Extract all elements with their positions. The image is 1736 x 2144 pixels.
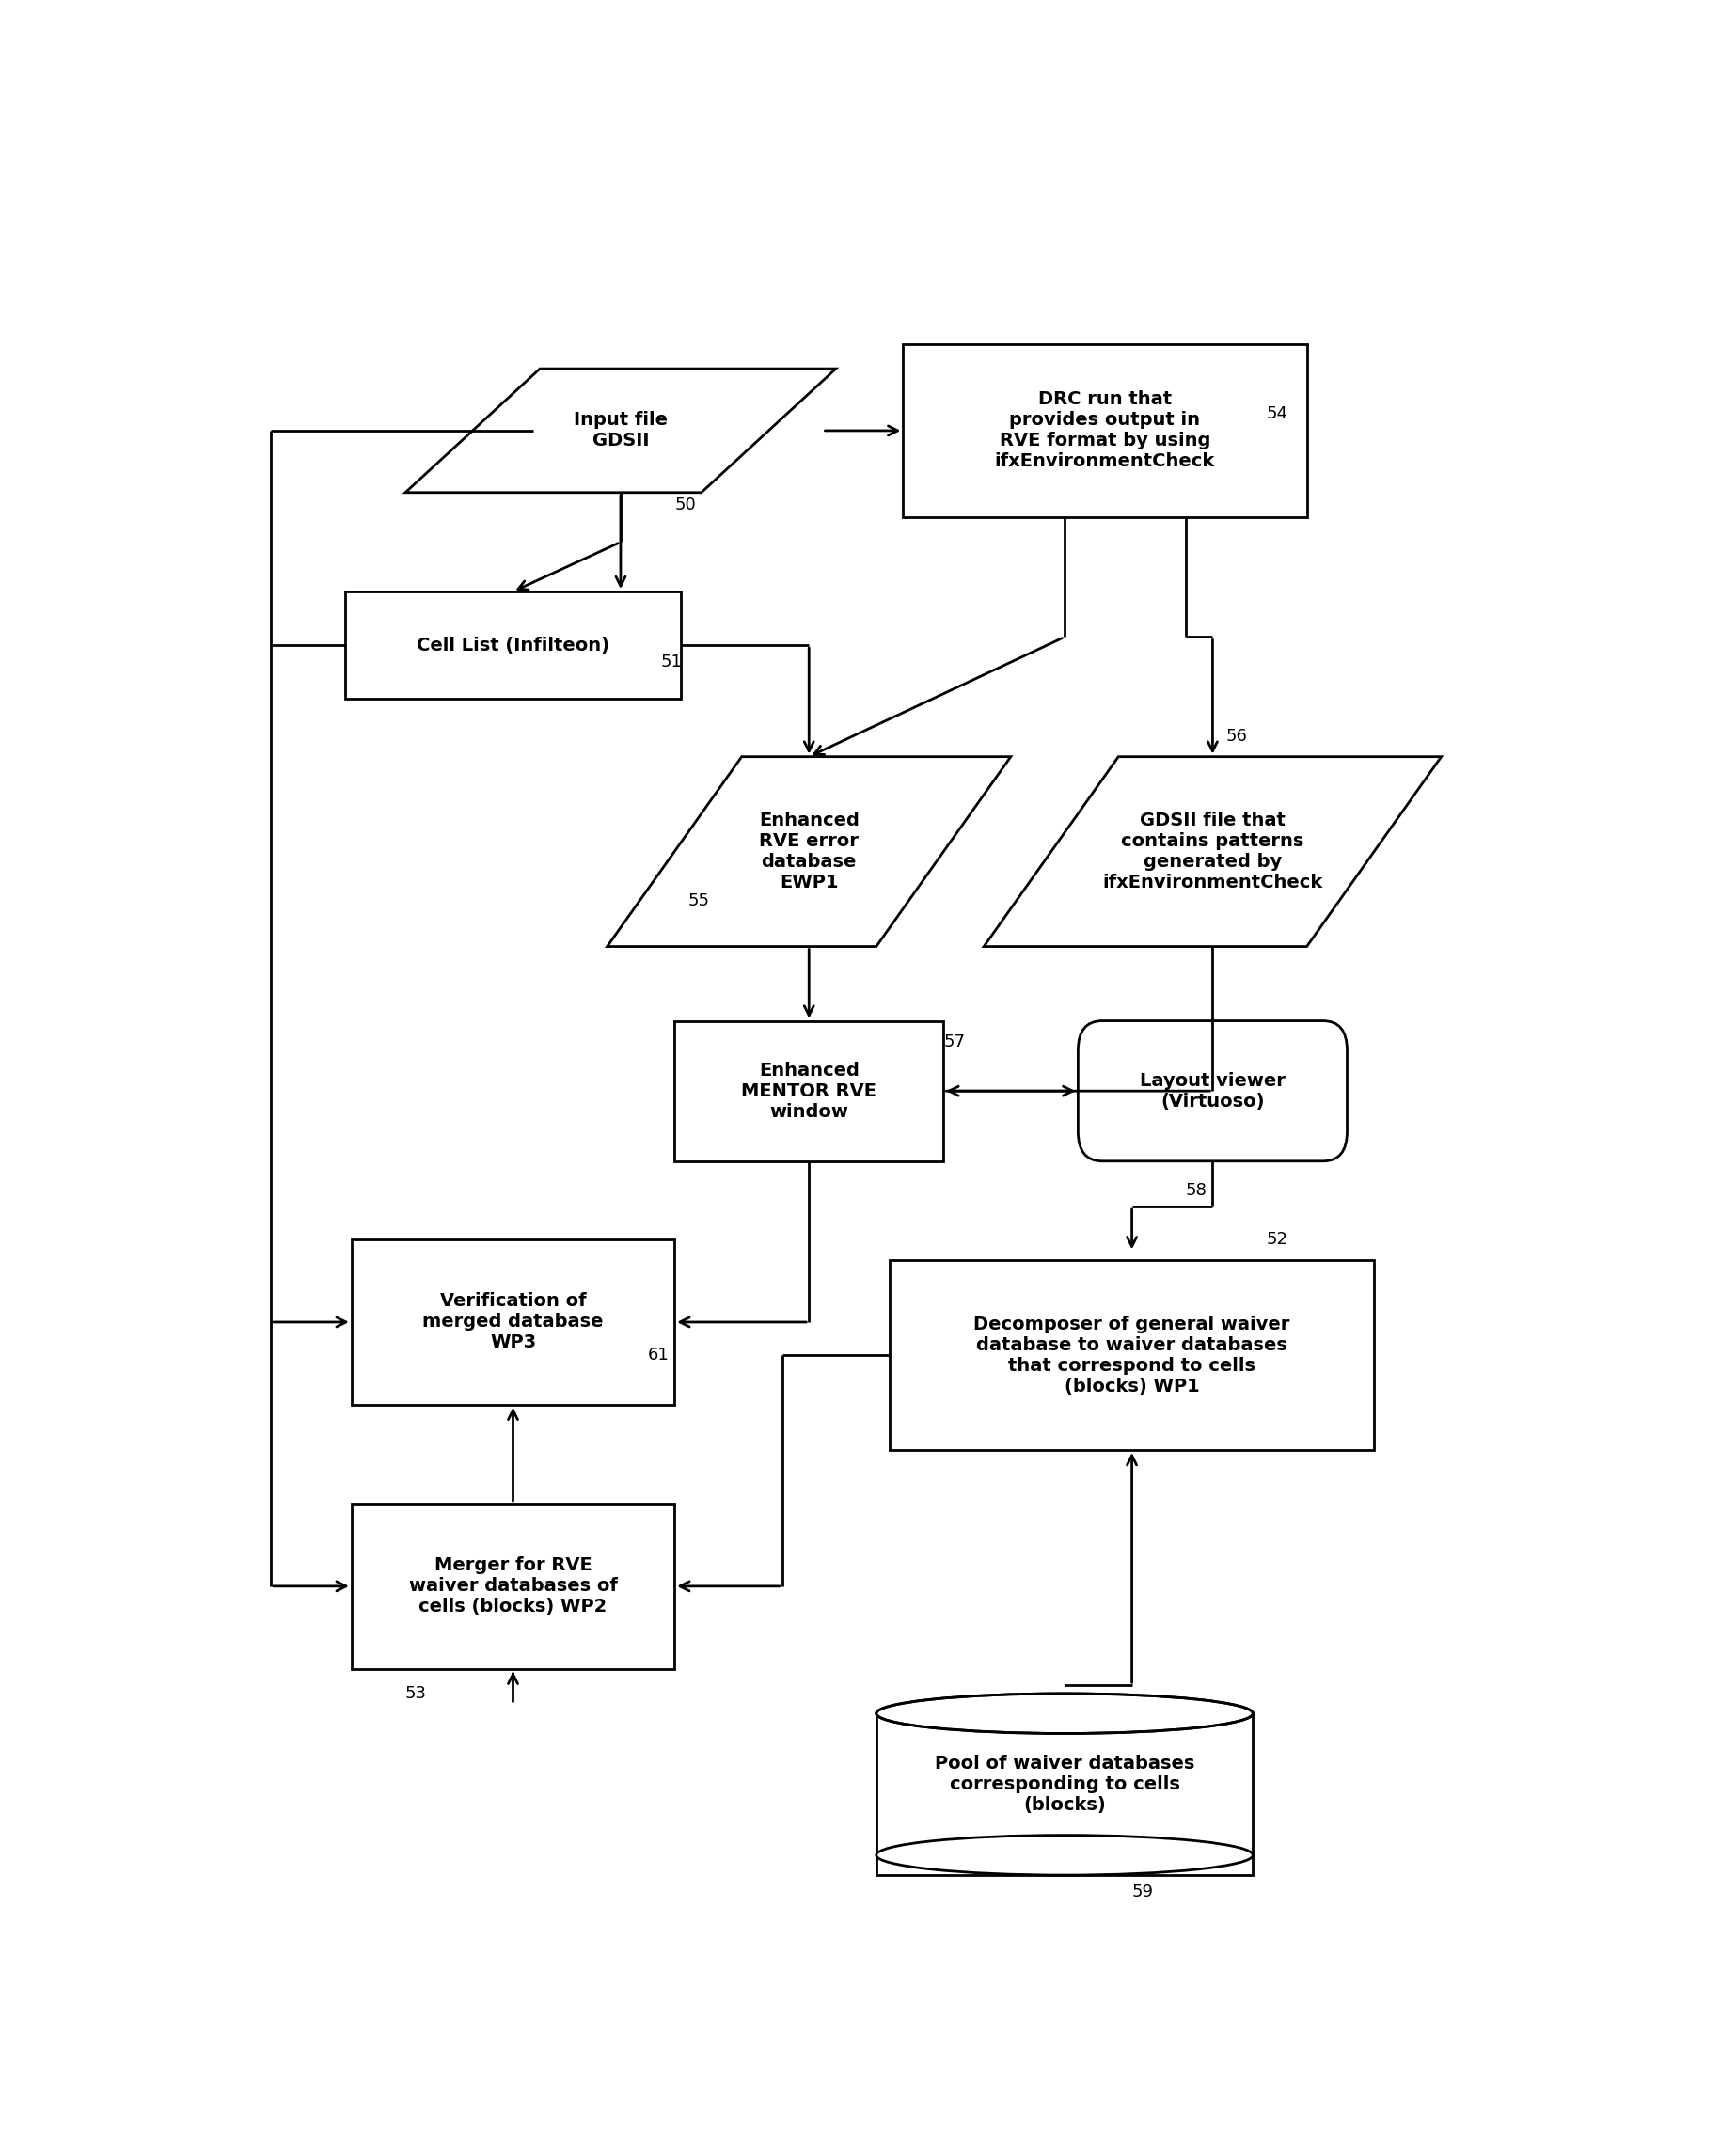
Bar [674, 1021, 944, 1162]
Ellipse shape [884, 1702, 1246, 1726]
Text: GDSII file that
contains patterns
generated by
ifxEnvironmentCheck: GDSII file that contains patterns genera… [1102, 813, 1323, 892]
Text: 51: 51 [661, 654, 682, 671]
Bar [351, 1503, 674, 1668]
Bar [351, 1239, 674, 1404]
Bar [903, 343, 1307, 517]
Text: 53: 53 [406, 1685, 427, 1702]
Bar [877, 1713, 1253, 1876]
Ellipse shape [877, 1694, 1253, 1734]
Bar [345, 592, 681, 699]
Ellipse shape [877, 1835, 1253, 1876]
Text: 56: 56 [1226, 727, 1248, 744]
FancyBboxPatch shape [1078, 1021, 1347, 1162]
Text: Verification of
merged database
WP3: Verification of merged database WP3 [422, 1293, 604, 1351]
Text: 59: 59 [1132, 1882, 1153, 1900]
Text: Enhanced
RVE error
database
EWP1: Enhanced RVE error database EWP1 [759, 813, 859, 892]
Text: Decomposer of general waiver
database to waiver databases
that correspond to cel: Decomposer of general waiver database to… [974, 1314, 1290, 1396]
Text: 50: 50 [674, 497, 696, 512]
Text: 58: 58 [1186, 1181, 1207, 1198]
Text: Cell List (Infilteon): Cell List (Infilteon) [417, 637, 609, 654]
Text: Merger for RVE
waiver databases of
cells (blocks) WP2: Merger for RVE waiver databases of cells… [408, 1557, 618, 1617]
Text: 54: 54 [1267, 405, 1288, 422]
Text: 52: 52 [1267, 1231, 1288, 1248]
Text: 61: 61 [648, 1346, 668, 1364]
Text: Input file
GDSII: Input file GDSII [573, 412, 668, 450]
Text: Layout viewer
(Virtuoso): Layout viewer (Virtuoso) [1141, 1072, 1285, 1111]
Text: 55: 55 [687, 892, 710, 909]
Polygon shape [406, 369, 837, 493]
Text: Pool of waiver databases
corresponding to cells
(blocks): Pool of waiver databases corresponding t… [934, 1754, 1194, 1814]
Text: Enhanced
MENTOR RVE
window: Enhanced MENTOR RVE window [741, 1061, 877, 1121]
Bar [889, 1261, 1373, 1449]
Text: DRC run that
provides output in
RVE format by using
ifxEnvironmentCheck: DRC run that provides output in RVE form… [995, 390, 1215, 470]
Polygon shape [984, 757, 1441, 946]
Text: 57: 57 [944, 1033, 965, 1051]
Polygon shape [608, 757, 1010, 946]
